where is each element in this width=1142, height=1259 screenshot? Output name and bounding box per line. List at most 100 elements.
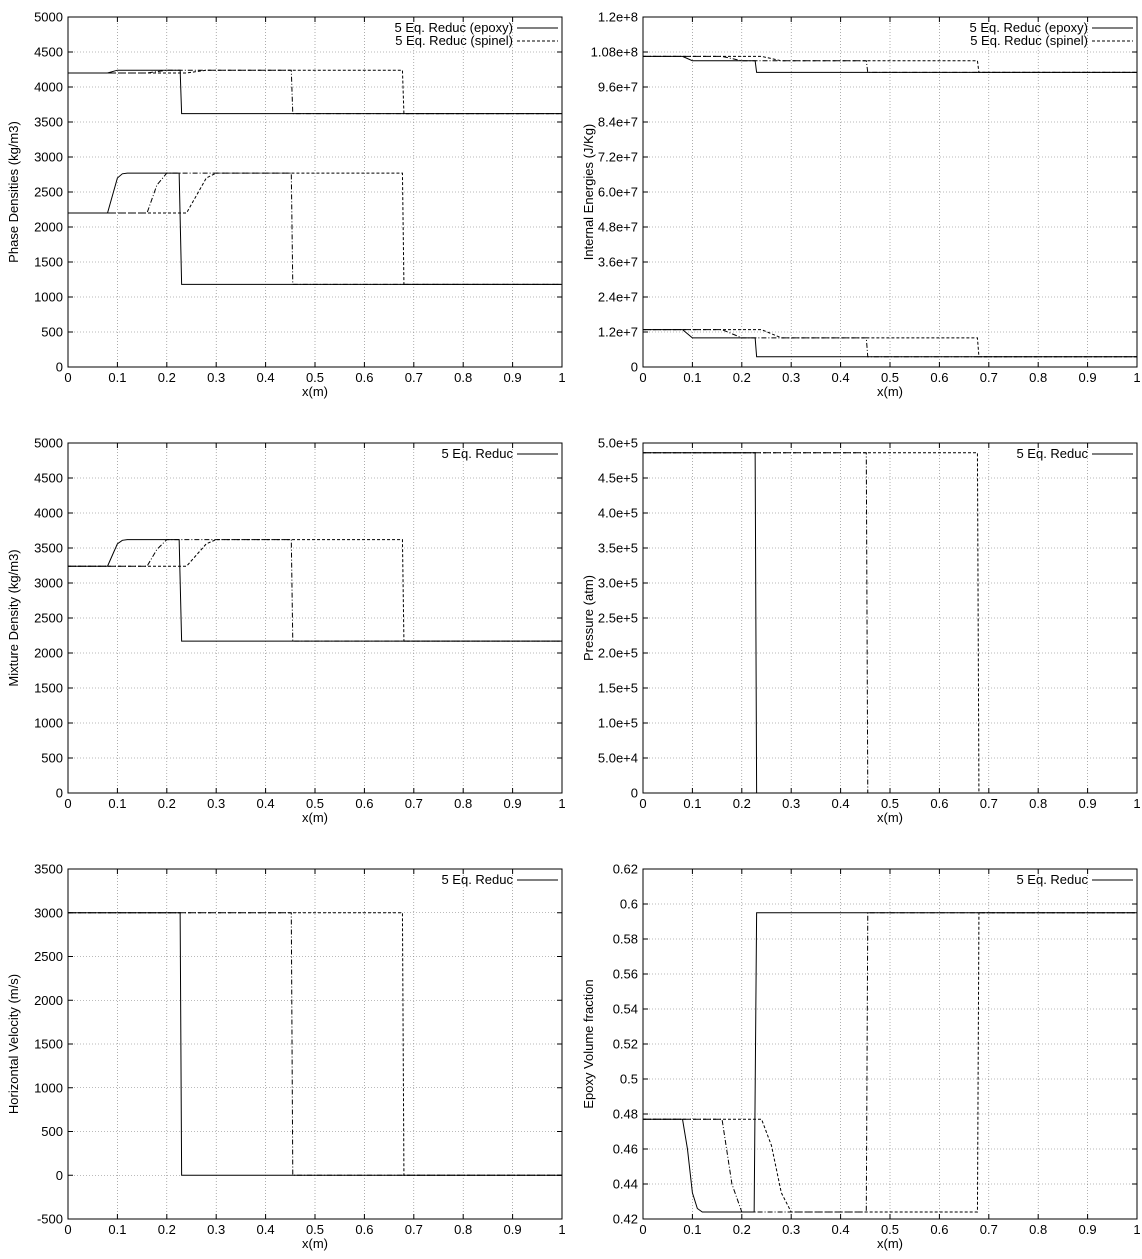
- x-tick-label: 0.6: [355, 796, 373, 811]
- y-tick-label: 0: [56, 360, 63, 375]
- x-tick-label: 1: [558, 370, 565, 385]
- x-tick-label: 0.1: [108, 370, 126, 385]
- series-line-4: [643, 329, 1137, 358]
- x-tick-label: 0.4: [257, 1222, 275, 1237]
- chart-panel-6: 0 0.1 0.2 0.3 0.4 0.5 0.6 0.7 0.8 0.9 1 0.42 0.44 0.4…: [581, 862, 1141, 1252]
- y-tick-label: 4.5e+5: [598, 471, 638, 486]
- series-line-3: [643, 912, 1137, 1213]
- y-tick-label: 1000: [34, 1080, 63, 1095]
- legend-label: 5 Eq. Reduc (spinel): [395, 33, 513, 48]
- chart-panel-5: 0 0.1 0.2 0.3 0.4 0.5 0.6 0.7 0.8 0.9 1-5000500100…: [6, 862, 566, 1252]
- series-group: [68, 539, 562, 642]
- y-tick-label: 0.56: [613, 967, 638, 982]
- y-tick-label: 0.52: [613, 1037, 638, 1052]
- y-tick-label: 4500: [34, 45, 63, 60]
- x-tick-label: 1: [558, 1222, 565, 1237]
- y-tick-label: 0: [56, 786, 63, 801]
- series-group: [68, 69, 562, 285]
- y-tick-label: 500: [41, 1124, 63, 1139]
- y-tick-label: 0: [631, 360, 638, 375]
- y-tick-label: 2000: [34, 993, 63, 1008]
- y-tick-label: 0.62: [613, 862, 638, 877]
- y-tick-label: 1.2e+7: [598, 325, 638, 340]
- x-tick-label: 0.7: [980, 796, 998, 811]
- grid: [643, 869, 1137, 1219]
- y-tick-label: 0: [631, 786, 638, 801]
- y-tick-label: 0.58: [613, 932, 638, 947]
- y-tick-label: 6.0e+7: [598, 185, 638, 200]
- x-tick-label: 0.8: [1029, 370, 1047, 385]
- legend-label: 5 Eq. Reduc (epoxy): [969, 20, 1088, 35]
- x-tick-label: 0: [64, 796, 71, 811]
- x-tick-label: 0.3: [782, 1222, 800, 1237]
- x-tick-label: 0.3: [207, 1222, 225, 1237]
- y-tick-label: 0.42: [613, 1212, 638, 1227]
- y-tick-label: 3500: [34, 115, 63, 130]
- x-tick-label: 1: [1133, 370, 1140, 385]
- x-tick-label: 0.1: [683, 370, 701, 385]
- y-tick-label: 3.5e+5: [598, 541, 638, 556]
- x-tick-label: 0.5: [881, 796, 899, 811]
- y-tick-label: 2000: [34, 646, 63, 661]
- x-tick-label: 0.4: [832, 1222, 850, 1237]
- y-tick-label: 7.2e+7: [598, 150, 638, 165]
- x-tick-label: 0.3: [782, 370, 800, 385]
- series-line-1: [643, 912, 1137, 1213]
- y-tick-label: 3000: [34, 576, 63, 591]
- x-tick-label: 0: [639, 1222, 646, 1237]
- series-line-2: [643, 912, 1137, 1213]
- series-line-1: [643, 55, 1137, 73]
- x-tick-label: 0: [639, 796, 646, 811]
- legend-label: 5 Eq. Reduc: [1016, 872, 1088, 887]
- x-tick-label: 0.7: [980, 370, 998, 385]
- y-tick-label: 500: [41, 325, 63, 340]
- x-tick-label: 1: [1133, 796, 1140, 811]
- y-tick-label: 1.2e+8: [598, 10, 638, 25]
- y-tick-label: 1000: [34, 716, 63, 731]
- x-tick-label: 0.8: [1029, 796, 1047, 811]
- x-tick-label: 0.5: [881, 370, 899, 385]
- x-tick-label: 0.2: [158, 1222, 176, 1237]
- x-tick-label: 0.7: [405, 370, 423, 385]
- y-tick-label: 0.54: [613, 1002, 638, 1017]
- x-tick-label: 0.8: [454, 796, 472, 811]
- y-tick-label: 5000: [34, 436, 63, 451]
- x-tick-label: 1: [558, 796, 565, 811]
- legend-label: 5 Eq. Reduc (spinel): [970, 33, 1088, 48]
- y-tick-label: 0.46: [613, 1142, 638, 1157]
- y-tick-label: 2.4e+7: [598, 290, 638, 305]
- y-tick-label: 0: [56, 1168, 63, 1183]
- y-tick-label: 3500: [34, 862, 63, 877]
- y-tick-label: -500: [37, 1212, 63, 1227]
- y-tick-label: 2.0e+5: [598, 646, 638, 661]
- y-tick-label: 1.5e+5: [598, 681, 638, 696]
- x-tick-label: 0.8: [1029, 1222, 1047, 1237]
- y-tick-label: 3500: [34, 541, 63, 556]
- y-tick-label: 1500: [34, 681, 63, 696]
- chart-panel-2: 0 0.1 0.2 0.3 0.4 0.5 0.6 0.7 0.8 0.9 1 0 1.2e+7 2.4e…: [581, 10, 1141, 400]
- y-tick-label: 2000: [34, 220, 63, 235]
- legend-label: 5 Eq. Reduc: [441, 872, 513, 887]
- y-tick-label: 4000: [34, 506, 63, 521]
- legend-label: 5 Eq. Reduc: [1016, 446, 1088, 461]
- y-tick-label: 2500: [34, 185, 63, 200]
- x-tick-label: 0.8: [454, 1222, 472, 1237]
- legend-label: 5 Eq. Reduc (epoxy): [394, 20, 513, 35]
- x-axis-label: x(m): [302, 810, 328, 825]
- series-line-2: [643, 55, 1137, 73]
- series-group: [643, 912, 1137, 1213]
- x-tick-label: 0: [64, 370, 71, 385]
- x-tick-label: 1: [1133, 1222, 1140, 1237]
- series-line-1: [68, 539, 562, 642]
- grid: [643, 443, 1137, 793]
- series-group: [643, 55, 1137, 358]
- y-axis-label: Mixture Density (kg/m3): [6, 549, 21, 686]
- series-line-2: [68, 172, 562, 285]
- x-tick-label: 0.9: [504, 370, 522, 385]
- y-axis-label: Pressure (atm): [581, 575, 596, 661]
- x-tick-label: 0.2: [158, 796, 176, 811]
- y-tick-label: 1000: [34, 290, 63, 305]
- chart-panel-1: 0 0.1 0.2 0.3 0.4 0.5 0.6 0.7 0.8 0.9 1 0 500 1000 150…: [6, 10, 566, 400]
- y-tick-label: 4.8e+7: [598, 220, 638, 235]
